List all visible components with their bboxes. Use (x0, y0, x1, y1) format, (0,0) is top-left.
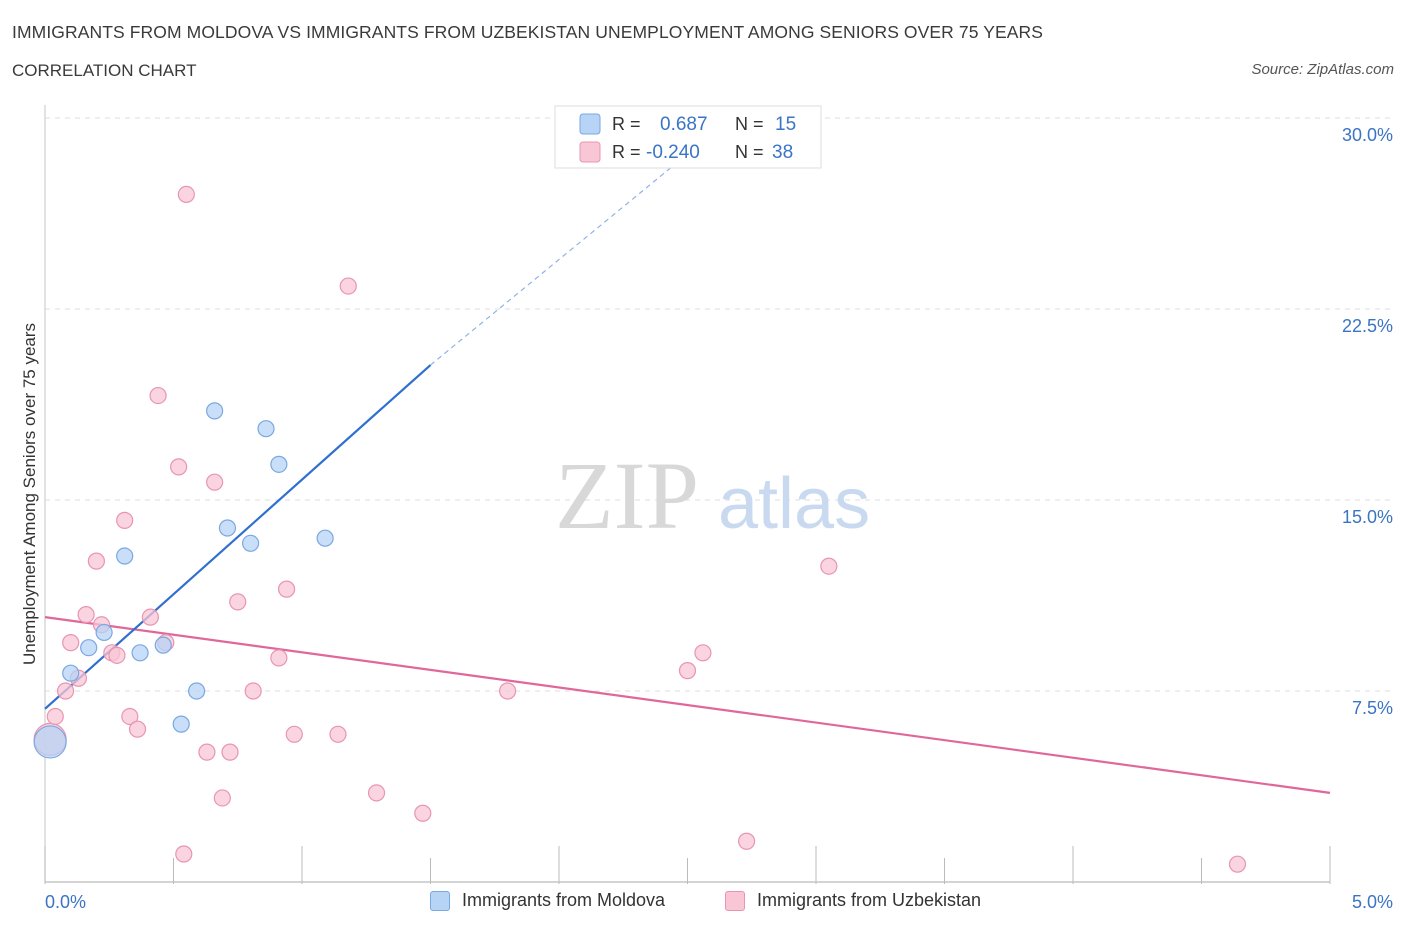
tick-labels: 7.5% 15.0% 22.5% 30.0% 0.0% 5.0% (45, 125, 1393, 912)
watermark: ZIP atlas (555, 442, 870, 549)
legend-moldova-n-value: 15 (775, 114, 796, 135)
x-tick-label-1: 5.0% (1352, 892, 1393, 912)
y-axis-label: Unemployment Among Seniors over 75 years (20, 323, 39, 665)
point-uzbekistan-33 (678, 662, 697, 680)
point-uzbekistan-16 (170, 458, 188, 476)
point-moldova-14 (316, 529, 334, 547)
legend-swatch-moldova (579, 113, 601, 135)
trendline-moldova (44, 364, 432, 710)
point-uzbekistan-12 (128, 720, 147, 738)
point-moldova-0 (33, 725, 67, 759)
watermark-zip: ZIP (555, 442, 699, 549)
point-uzbekistan-23 (229, 593, 247, 611)
point-uzbekistan-24 (244, 682, 262, 700)
point-uzbekistan-25 (270, 649, 288, 667)
point-moldova-12 (257, 420, 275, 438)
point-moldova-10 (218, 519, 237, 537)
trendline-uzbekistan (44, 616, 1331, 794)
series-legend: Immigrants from Moldova Immigrants from … (0, 890, 1406, 914)
point-uzbekistan-19 (198, 743, 216, 761)
legend-swatch-moldova-bottom (430, 890, 450, 911)
point-uzbekistan-1 (46, 707, 64, 726)
point-uzbekistan-31 (414, 804, 432, 822)
y-tick-label-0: 7.5% (1352, 698, 1393, 718)
point-uzbekistan-13 (141, 608, 159, 626)
point-uzbekistan-30 (367, 784, 386, 802)
point-moldova-6 (154, 636, 172, 654)
trendline-moldova-extension (430, 143, 701, 366)
legend-uzbekistan-n-label: N = (735, 142, 764, 162)
point-uzbekistan-17 (177, 185, 195, 203)
legend-label-moldova: Immigrants from Moldova (462, 890, 666, 910)
point-uzbekistan-29 (339, 277, 357, 295)
point-moldova-1 (62, 664, 80, 682)
point-uzbekistan-14 (149, 386, 167, 405)
point-uzbekistan-35 (738, 832, 756, 850)
legend-uzbekistan-r-value: -0.240 (646, 142, 700, 163)
legend-swatch-uzbekistan-bottom (725, 890, 745, 911)
point-moldova-4 (116, 547, 134, 565)
point-uzbekistan-34 (694, 644, 712, 662)
point-moldova-11 (242, 534, 260, 552)
point-uzbekistan-20 (206, 473, 224, 491)
source-label: Source: ZipAtlas.com (1251, 61, 1394, 78)
point-moldova-5 (131, 644, 149, 662)
y-tick-label-3: 30.0% (1342, 125, 1393, 145)
watermark-atlas: atlas (718, 464, 870, 544)
y-tick-label-1: 15.0% (1342, 507, 1393, 527)
point-uzbekistan-27 (285, 725, 303, 743)
legend-moldova-r-label: R = (612, 114, 641, 134)
point-uzbekistan-37 (1228, 855, 1247, 873)
point-moldova-7 (172, 715, 190, 733)
chart-subtitle: CORRELATION CHART (12, 61, 197, 80)
legend-label-uzbekistan: Immigrants from Uzbekistan (757, 890, 982, 910)
legend-moldova-r-value: 0.687 (660, 114, 708, 135)
point-uzbekistan-36 (820, 557, 838, 575)
point-uzbekistan-6 (87, 552, 106, 570)
point-uzbekistan-11 (121, 707, 139, 726)
point-uzbekistan-2 (56, 682, 75, 700)
point-uzbekistan-28 (329, 725, 347, 743)
data-points (33, 185, 1247, 873)
point-uzbekistan-22 (221, 743, 239, 761)
y-tick-label-2: 22.5% (1342, 316, 1393, 336)
legend-uzbekistan-r-label: R = (612, 142, 641, 162)
legend-swatch-uzbekistan (579, 141, 601, 163)
point-moldova-8 (188, 682, 206, 700)
point-uzbekistan-5 (77, 605, 95, 624)
point-moldova-9 (206, 402, 224, 420)
legend-item-moldova[interactable]: Immigrants from Moldova (430, 890, 665, 911)
point-moldova-2 (80, 639, 98, 657)
point-uzbekistan-18 (175, 845, 193, 863)
legend-uzbekistan-n-value: 38 (772, 142, 793, 163)
point-uzbekistan-3 (62, 634, 80, 652)
correlation-legend: R = 0.687 N = 15 R = -0.240 N = 38 (554, 105, 822, 169)
point-uzbekistan-32 (499, 682, 517, 700)
chart-title: IMMIGRANTS FROM MOLDOVA VS IMMIGRANTS FR… (12, 22, 1044, 42)
legend-item-uzbekistan[interactable]: Immigrants from Uzbekistan (725, 890, 981, 911)
legend-moldova-n-label: N = (735, 114, 764, 134)
gridlines (45, 117, 1395, 692)
point-moldova-13 (270, 455, 288, 473)
point-uzbekistan-21 (213, 789, 231, 807)
point-moldova-3 (95, 623, 113, 642)
point-uzbekistan-10 (116, 511, 134, 529)
point-uzbekistan-9 (108, 646, 126, 664)
point-uzbekistan-26 (277, 580, 296, 598)
x-tick-label-0: 0.0% (45, 892, 86, 912)
